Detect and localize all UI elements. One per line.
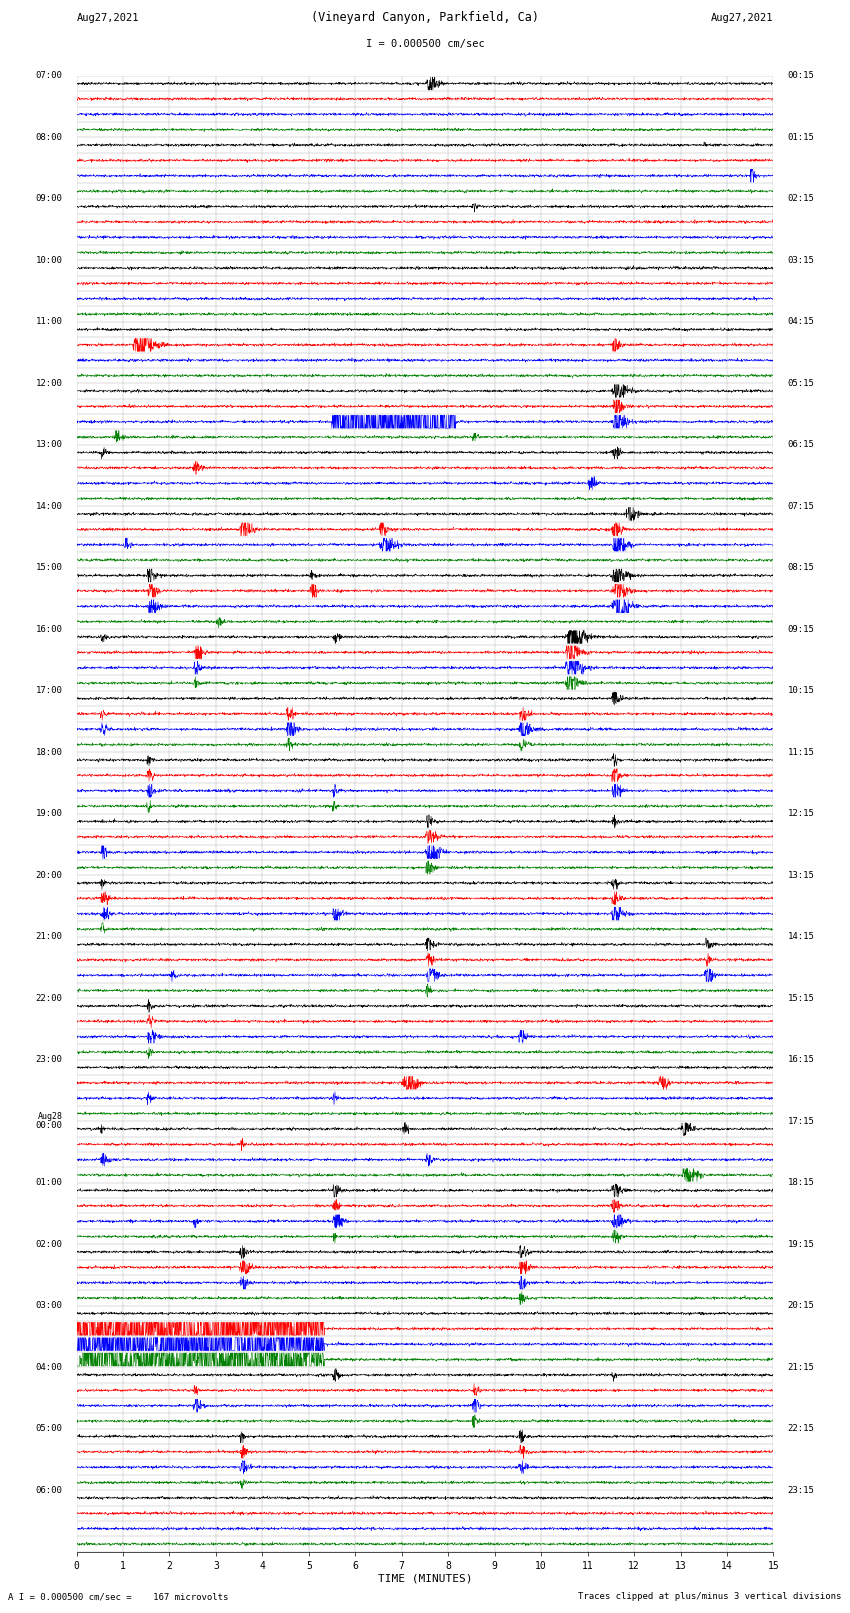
Text: 00:00: 00:00 xyxy=(36,1121,63,1131)
Text: A I = 0.000500 cm/sec =    167 microvolts: A I = 0.000500 cm/sec = 167 microvolts xyxy=(8,1592,229,1602)
Text: 01:15: 01:15 xyxy=(787,132,814,142)
Text: 20:00: 20:00 xyxy=(36,871,63,879)
Text: 20:15: 20:15 xyxy=(787,1302,814,1310)
Text: 19:15: 19:15 xyxy=(787,1240,814,1248)
Text: 17:15: 17:15 xyxy=(787,1116,814,1126)
Text: 22:15: 22:15 xyxy=(787,1424,814,1434)
Text: 16:15: 16:15 xyxy=(787,1055,814,1065)
Text: 05:00: 05:00 xyxy=(36,1424,63,1434)
Text: Aug27,2021: Aug27,2021 xyxy=(76,13,139,23)
Text: 02:00: 02:00 xyxy=(36,1240,63,1248)
Text: 07:15: 07:15 xyxy=(787,502,814,511)
X-axis label: TIME (MINUTES): TIME (MINUTES) xyxy=(377,1574,473,1584)
Text: 13:15: 13:15 xyxy=(787,871,814,879)
Text: 03:15: 03:15 xyxy=(787,256,814,265)
Text: 13:00: 13:00 xyxy=(36,440,63,450)
Text: 15:15: 15:15 xyxy=(787,994,814,1003)
Text: 07:00: 07:00 xyxy=(36,71,63,81)
Text: 04:15: 04:15 xyxy=(787,318,814,326)
Text: 19:00: 19:00 xyxy=(36,810,63,818)
Text: 06:00: 06:00 xyxy=(36,1486,63,1495)
Text: 21:15: 21:15 xyxy=(787,1363,814,1371)
Text: 09:00: 09:00 xyxy=(36,194,63,203)
Text: 18:15: 18:15 xyxy=(787,1177,814,1187)
Text: 11:00: 11:00 xyxy=(36,318,63,326)
Text: Traces clipped at plus/minus 3 vertical divisions: Traces clipped at plus/minus 3 vertical … xyxy=(578,1592,842,1602)
Text: 17:00: 17:00 xyxy=(36,686,63,695)
Text: 02:15: 02:15 xyxy=(787,194,814,203)
Text: 05:15: 05:15 xyxy=(787,379,814,387)
Text: 21:00: 21:00 xyxy=(36,932,63,942)
Text: 06:15: 06:15 xyxy=(787,440,814,450)
Text: 12:00: 12:00 xyxy=(36,379,63,387)
Text: 22:00: 22:00 xyxy=(36,994,63,1003)
Text: 08:15: 08:15 xyxy=(787,563,814,573)
Text: 18:00: 18:00 xyxy=(36,748,63,756)
Text: 01:00: 01:00 xyxy=(36,1177,63,1187)
Text: Aug27,2021: Aug27,2021 xyxy=(711,13,774,23)
Text: 14:15: 14:15 xyxy=(787,932,814,942)
Text: (Vineyard Canyon, Parkfield, Ca): (Vineyard Canyon, Parkfield, Ca) xyxy=(311,11,539,24)
Text: 10:00: 10:00 xyxy=(36,256,63,265)
Text: 10:15: 10:15 xyxy=(787,686,814,695)
Text: 09:15: 09:15 xyxy=(787,624,814,634)
Text: 15:00: 15:00 xyxy=(36,563,63,573)
Text: 16:00: 16:00 xyxy=(36,624,63,634)
Text: 23:00: 23:00 xyxy=(36,1055,63,1065)
Text: 00:15: 00:15 xyxy=(787,71,814,81)
Text: 08:00: 08:00 xyxy=(36,132,63,142)
Text: I = 0.000500 cm/sec: I = 0.000500 cm/sec xyxy=(366,39,484,48)
Text: 11:15: 11:15 xyxy=(787,748,814,756)
Text: Aug28: Aug28 xyxy=(37,1113,63,1121)
Text: 12:15: 12:15 xyxy=(787,810,814,818)
Text: 14:00: 14:00 xyxy=(36,502,63,511)
Text: 23:15: 23:15 xyxy=(787,1486,814,1495)
Text: 04:00: 04:00 xyxy=(36,1363,63,1371)
Text: 03:00: 03:00 xyxy=(36,1302,63,1310)
